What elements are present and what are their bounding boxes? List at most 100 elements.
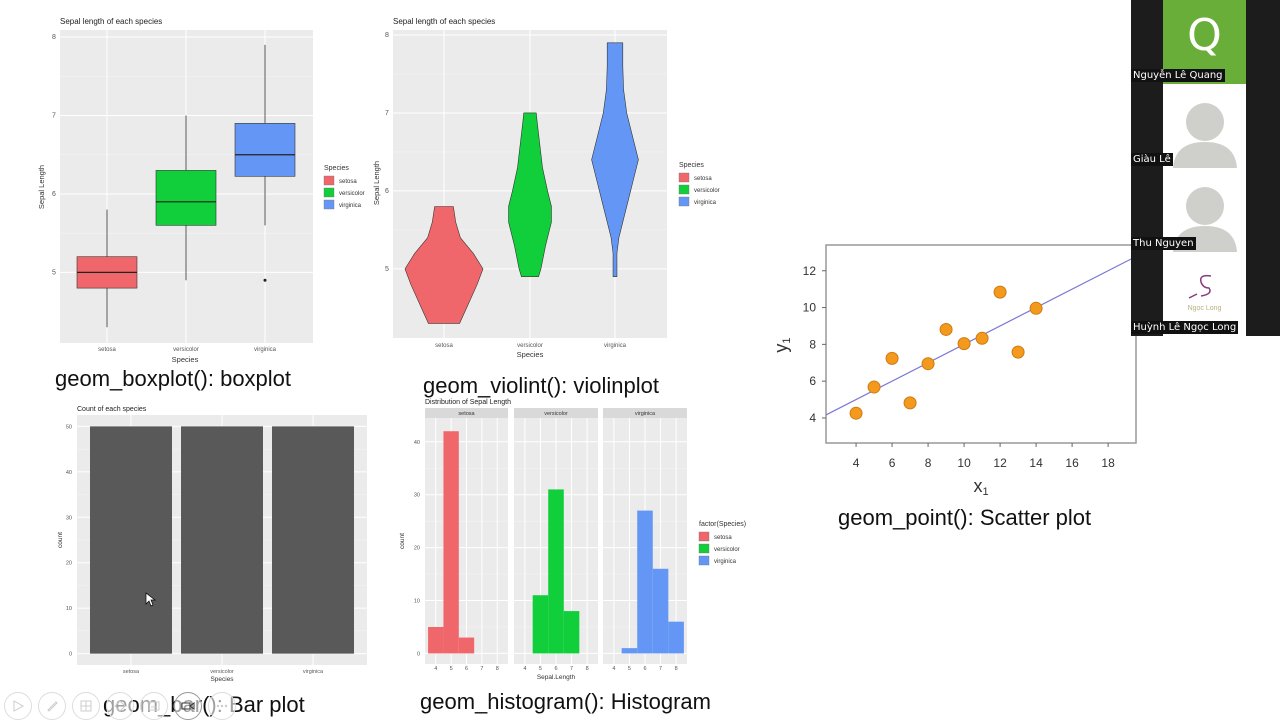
y-tick-label: 5 [52, 269, 56, 276]
y-axis-label: Sepal Length [372, 161, 381, 205]
x-tick-label: virginica [254, 347, 277, 353]
logo-text: Ngọc Long [1187, 305, 1222, 312]
histogram-title: Distribution of Sepal Length [425, 399, 511, 406]
participant-name: Giàu Lê [1131, 153, 1173, 166]
camera-icon[interactable] [174, 692, 202, 720]
x-tick-label: 6 [889, 456, 896, 470]
outlier-point [263, 278, 267, 282]
scatter-point [903, 396, 917, 410]
histogram-bar [428, 626, 444, 654]
presentation-toolbar [4, 692, 236, 720]
boxplot-legend-title: Species [324, 165, 349, 172]
y-tick-label: 6 [385, 188, 389, 195]
y-tick-label: 7 [385, 110, 389, 117]
box-virginica [234, 123, 296, 177]
bar-caption: geom_bar(): Bar plot [103, 692, 305, 717]
y-tick-label: 10 [66, 606, 72, 612]
legend-swatch-setosa [323, 175, 335, 186]
y-tick-label: 0 [417, 651, 420, 657]
violin-versicolor [508, 112, 552, 277]
legend-label-virginica: virginica [714, 559, 737, 565]
x-tick-label: 7 [570, 666, 573, 672]
y-tick-label: 6 [809, 374, 816, 388]
boxplot-title: Sepal length of each species [60, 17, 162, 26]
y-tick-label: 10 [803, 301, 817, 315]
bar-setosa [90, 426, 172, 654]
scatter-point [849, 406, 863, 420]
y-tick-label: 12 [803, 264, 817, 278]
x-tick-label: 4 [523, 666, 526, 672]
x-tick-label: setosa [435, 343, 453, 349]
x-tick-label: virginica [303, 669, 324, 675]
participant-tile[interactable] [1163, 84, 1246, 168]
bar-versicolor [181, 426, 263, 654]
legend-swatch-versicolor [323, 187, 335, 198]
x-tick-label: 8 [586, 666, 589, 672]
y-axis-label: count [399, 533, 406, 549]
x-tick-label: 6 [554, 666, 557, 672]
y-axis-label: Sepal Length [37, 165, 46, 209]
participant-name: Huỳnh Lê Ngọc Long [1131, 321, 1239, 334]
grid-icon[interactable] [72, 692, 100, 720]
y-tick-label: 6 [52, 191, 56, 198]
ngoc-long-logo [1188, 274, 1212, 299]
person-icon [1173, 187, 1237, 252]
mouse-cursor-icon [145, 592, 157, 607]
histogram-caption: geom_histogram(): Histogram [420, 689, 711, 714]
x-tick-label: 8 [675, 666, 678, 672]
legend-swatch-setosa [698, 531, 710, 542]
y-tick-label: 50 [66, 424, 72, 430]
histogram-bar [563, 611, 580, 654]
scatter-point [867, 380, 881, 394]
more-icon[interactable] [208, 692, 236, 720]
x-axis-label: Species [517, 350, 544, 359]
scatter-point [939, 322, 953, 336]
y-tick-label: 40 [66, 470, 72, 476]
facet-label-virginica: virginica [635, 411, 656, 417]
legend-label-setosa: setosa [694, 176, 712, 182]
subtitle-icon[interactable] [140, 692, 168, 720]
y-tick-label: 5 [385, 266, 389, 273]
arrow-icon[interactable] [4, 692, 32, 720]
bar-title: Count of each species [77, 406, 147, 413]
x-tick-label: 7 [659, 666, 662, 672]
x-tick-label: setosa [98, 347, 116, 353]
legend-swatch-setosa [678, 172, 690, 183]
y-axis-label: y1 [771, 337, 793, 352]
scatter-point [957, 337, 971, 351]
x-axis-label: Sepal.Length [537, 674, 576, 681]
y-tick-label: 8 [385, 32, 389, 39]
facet-strip [425, 408, 508, 418]
x-tick-label: setosa [123, 669, 140, 675]
y-tick-label: 10 [414, 599, 420, 605]
y-axis-label: count [57, 532, 64, 548]
histogram-bar [548, 489, 564, 654]
x-axis-label: Species [172, 355, 199, 364]
histogram-bar [443, 431, 459, 654]
y-tick-label: 7 [52, 113, 56, 120]
x-axis-label: Species [210, 676, 234, 683]
violin-setosa [404, 206, 484, 324]
scatter-caption: geom_point(): Scatter plot [838, 505, 1092, 530]
participant-initial: Q [1187, 10, 1222, 61]
pen-icon[interactable] [38, 692, 66, 720]
violin-title: Sepal length of each species [393, 17, 495, 26]
x-tick-label: 12 [993, 456, 1007, 470]
legend-label-versicolor: versicolor [339, 191, 365, 197]
histogram-bar [668, 621, 684, 654]
scatter-point [993, 285, 1007, 299]
facet-label-setosa: setosa [458, 411, 475, 417]
x-tick-label: 14 [1029, 456, 1043, 470]
eraser-icon[interactable] [106, 692, 134, 720]
scatter-point [921, 357, 935, 371]
scatter-point [975, 331, 989, 345]
participant-panel: Q Ngọc Long [1131, 0, 1280, 336]
x-tick-label: 7 [480, 666, 483, 672]
x-tick-label: 8 [925, 456, 932, 470]
violin-legend-title: Species [679, 162, 704, 169]
scatter-point [885, 351, 899, 365]
histogram-bar [458, 637, 475, 654]
y-tick-label: 40 [414, 440, 420, 446]
x-tick-label: 18 [1101, 456, 1115, 470]
